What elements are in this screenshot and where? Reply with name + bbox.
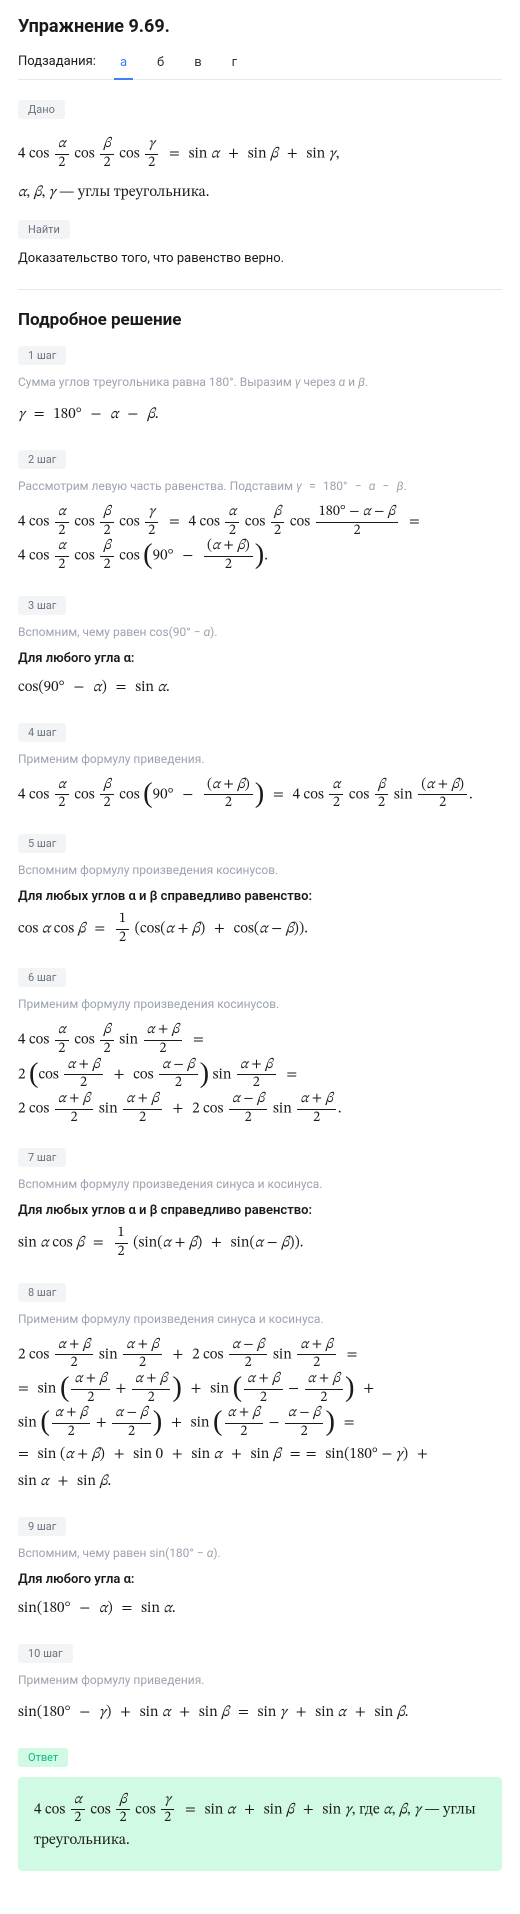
exercise-title: Упражнение 9.69. <box>18 16 502 37</box>
step-math: 4 cos α2 cos β2 cos (90° − (α + β)2) = 4… <box>18 778 502 812</box>
answer-box: 4 cos α2 cos β2 cos γ2 = sin α + sin β +… <box>18 1777 502 1872</box>
step-note: Вспомним формулу произведения синуса и к… <box>18 1175 502 1193</box>
step-tag: 4 шаг <box>18 723 66 742</box>
step-4: 4 шаг Применим формулу приведения. 4 cos α… <box>18 723 502 812</box>
step-2: 2 шаг Рассмотрим левую часть равенства. П… <box>18 450 502 574</box>
step-math: sin(180° − α) = sin α. <box>18 1595 502 1622</box>
step-tag: 7 шаг <box>18 1148 66 1167</box>
step-tag: 6 шаг <box>18 968 66 987</box>
step-math: 2 cos α + β2 sin α + β2 + 2 cos α − β2 s… <box>18 1338 502 1495</box>
step-bold: Для любых углов α и β справедливо равенс… <box>18 1203 502 1218</box>
subtask-tab-b[interactable]: б <box>151 51 170 80</box>
divider <box>18 289 502 290</box>
step-bold: Для любых углов α и β справедливо равенс… <box>18 889 502 904</box>
find-tag: Найти <box>18 220 70 239</box>
step-note: Рассмотрим левую часть равенства. Подста… <box>18 477 502 495</box>
step-tag: 5 шаг <box>18 834 66 853</box>
step-math: 4 cos α2 cos β2 sin α + β2 =2 (cos α + β… <box>18 1023 502 1126</box>
subtask-tab-g[interactable]: г <box>226 51 243 80</box>
find-text: Доказательство того, что равенство верно… <box>18 249 502 269</box>
step-6: 6 шаг Применим формулу произведения косин… <box>18 968 502 1126</box>
solution-title: Подробное решение <box>18 310 502 330</box>
given-tag: Дано <box>18 100 65 119</box>
step-note: Применим формулу приведения. <box>18 750 502 768</box>
step-note: Вспомним, чему равен sin(180° − α). <box>18 1544 502 1562</box>
step-bold: Для любого угла α: <box>18 1572 502 1587</box>
step-note: Вспомним, чему равен cos(90° − α). <box>18 623 502 641</box>
given-note: α, β, γ — углы треугольника. <box>18 179 502 206</box>
steps-container: 1 шаг Сумма углов треугольника равна 180°… <box>18 346 502 1726</box>
subtask-tab-v[interactable]: в <box>188 51 207 80</box>
step-math: 4 cos α2 cos β2 cos γ2 = 4 cos α2 cos β2… <box>18 505 502 574</box>
step-math: sin(180° − γ) + sin α + sin β = sin γ + … <box>18 1699 502 1726</box>
step-tag: 2 шаг <box>18 450 66 469</box>
step-math: cos α cos β = 12 (cos(α + β) + cos(α − β… <box>18 912 502 946</box>
step-note: Применим формулу произведения косинусов. <box>18 995 502 1013</box>
step-math: cos(90° − α) = sin α. <box>18 674 502 701</box>
answer-tag: Ответ <box>18 1748 68 1767</box>
step-bold: Для любого угла α: <box>18 651 502 666</box>
subtask-tab-a[interactable]: а <box>114 51 133 80</box>
subtask-tabs: Подзадания: а б в г <box>18 51 502 80</box>
step-3: 3 шаг Вспомним, чему равен cos(90° − α). Д… <box>18 596 502 701</box>
step-tag: 8 шаг <box>18 1283 66 1302</box>
step-math: γ = 180° − α − β. <box>18 401 502 428</box>
step-tag: 1 шаг <box>18 346 66 365</box>
step-5: 5 шаг Вспомним формулу произведения косин… <box>18 834 502 946</box>
subtasks-label: Подзадания: <box>18 54 96 77</box>
step-1: 1 шаг Сумма углов треугольника равна 180°… <box>18 346 502 428</box>
step-math: sin α cos β = 12 (sin(α + β) + sin(α − β… <box>18 1226 502 1260</box>
step-note: Применим формулу произведения синуса и к… <box>18 1310 502 1328</box>
step-tag: 3 шаг <box>18 596 66 615</box>
step-tag: 10 шаг <box>18 1644 73 1663</box>
step-note: Сумма углов треугольника равна 180°. Выр… <box>18 373 502 391</box>
given-formula: 4 cos α2 cos β2 cos γ2 = sin α + sin β +… <box>18 137 502 171</box>
step-10: 10 шаг Применим формулу приведения. sin(18… <box>18 1644 502 1726</box>
step-tag: 9 шаг <box>18 1517 66 1536</box>
step-note: Применим формулу приведения. <box>18 1671 502 1689</box>
step-7: 7 шаг Вспомним формулу произведения синус… <box>18 1148 502 1260</box>
step-8: 8 шаг Применим формулу произведения синус… <box>18 1283 502 1495</box>
step-9: 9 шаг Вспомним, чему равен sin(180° − α).… <box>18 1517 502 1622</box>
step-note: Вспомним формулу произведения косинусов. <box>18 861 502 879</box>
